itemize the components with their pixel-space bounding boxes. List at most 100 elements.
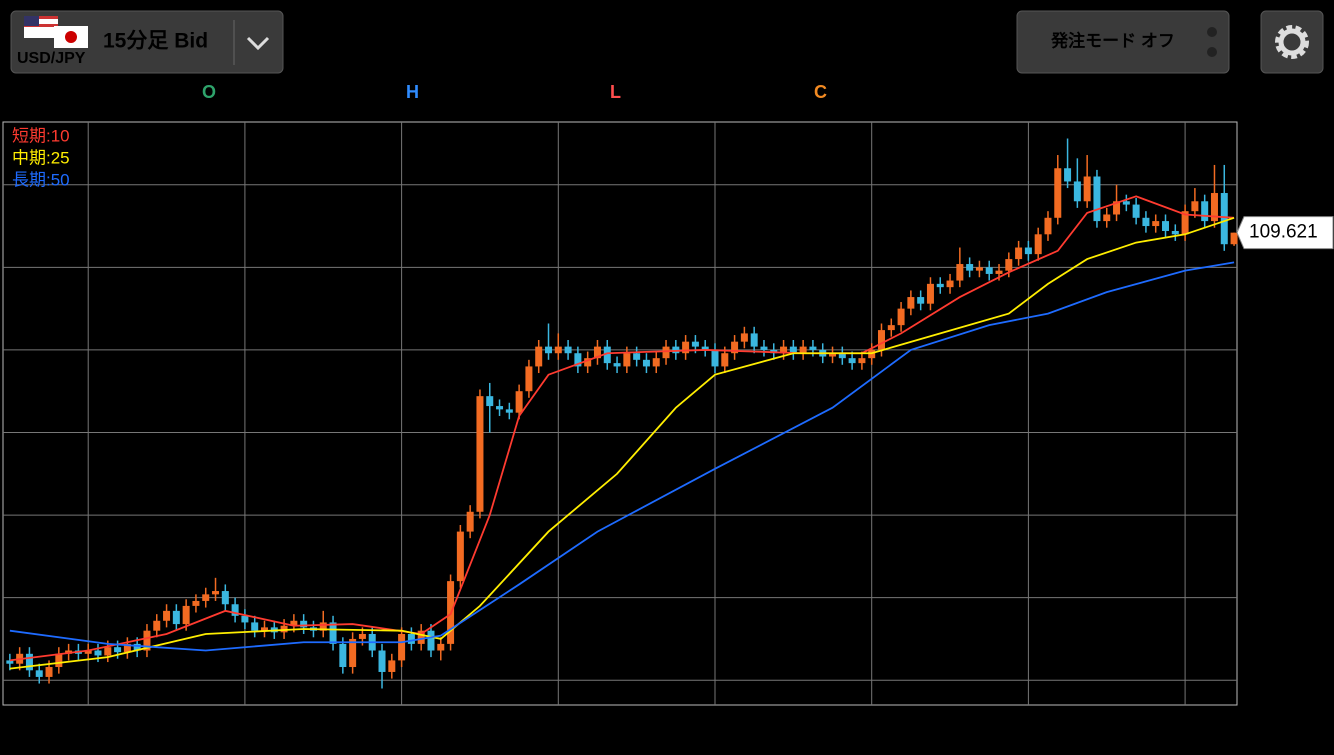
candle-body [260, 627, 268, 631]
candle-body [1064, 168, 1072, 182]
candle-body [809, 346, 817, 350]
candle-body [858, 358, 866, 364]
x-tick-label: 08:00 [378, 710, 426, 731]
candle-body [672, 346, 680, 354]
flag-stripe [24, 16, 58, 19]
y-tick-label: 109.650 [1248, 174, 1317, 195]
y-tick-label: 109.350 [1248, 669, 1317, 690]
candle-body [1162, 221, 1170, 232]
x-tick-label: 20:00 [848, 710, 896, 731]
candle-body [114, 647, 122, 653]
candle-body [55, 653, 63, 668]
candle-body [584, 358, 592, 367]
candle-body [623, 353, 631, 367]
candle-body [45, 667, 53, 677]
ohlc-c: 109.621 [831, 82, 896, 102]
ohlc-l: 109.613 [627, 82, 692, 102]
candle-body [535, 346, 543, 367]
candle-body [1113, 201, 1121, 215]
candle-body [280, 625, 288, 633]
flag-stripe [24, 24, 58, 27]
y-tick-label: 109.500 [1248, 422, 1317, 443]
candle-body [711, 349, 719, 367]
candle-body [133, 643, 141, 651]
candle-body [1073, 181, 1081, 202]
candle-body [496, 406, 504, 410]
candle-body [202, 594, 210, 601]
candle-body [398, 633, 406, 661]
candle-body [1171, 231, 1179, 235]
candle-body [603, 346, 611, 364]
date: 2019/12/27 [295, 18, 385, 38]
candle-body [780, 346, 788, 354]
flag-canton [24, 16, 39, 26]
candle-body [691, 341, 699, 347]
moving-average [9, 195, 1235, 662]
candle-body [1103, 214, 1111, 222]
price-tag-label: 109.621 [1249, 222, 1318, 243]
candle-body [701, 346, 709, 350]
candle-body [476, 396, 484, 512]
candle-body [613, 363, 621, 367]
x-tick-label: 08:00 [64, 710, 112, 731]
y-tick-label: 109.600 [1248, 256, 1317, 277]
candle-body [760, 346, 768, 350]
candle-body [329, 622, 337, 644]
ohlc-l-label: L [610, 82, 621, 102]
candle-body [564, 346, 572, 354]
candle-body [926, 283, 934, 304]
candle-body [1015, 247, 1023, 260]
candle-body [829, 353, 837, 357]
candle-body [731, 341, 739, 354]
price-tag [1236, 216, 1334, 250]
y-tick-label: 109.400 [1248, 587, 1317, 608]
indicator [1207, 47, 1217, 57]
candle-body [897, 308, 905, 326]
candle-body [35, 670, 43, 677]
ohlc-h: 109.621 [424, 82, 489, 102]
candle-body [1230, 232, 1238, 245]
candle-body [182, 605, 190, 625]
candle-body [437, 643, 445, 651]
candle-body [1191, 201, 1199, 212]
candle-body [877, 330, 885, 350]
candle-body [907, 297, 915, 309]
candle-body [1005, 259, 1013, 271]
candle-body [642, 359, 650, 367]
candle-body [1034, 234, 1042, 255]
moving-average [9, 261, 1235, 652]
flag-sun [65, 31, 77, 43]
legend-entry: 長期:50 [12, 170, 70, 189]
candle-body [682, 341, 690, 354]
ohlc-datetime: 19/12/27 05:15 [15, 82, 136, 102]
candle-body [231, 604, 239, 616]
settings-button[interactable] [1260, 10, 1324, 74]
candle-body [349, 638, 357, 668]
candle-body [163, 610, 171, 621]
candle-body [946, 280, 954, 288]
candle-body [1220, 193, 1228, 245]
ohlc-h-label: H [406, 82, 419, 102]
candle-body [740, 333, 748, 342]
ohlc-o-label: O [202, 82, 216, 102]
interval: (更新間隔：1秒) [293, 45, 401, 62]
candle-body [25, 653, 33, 671]
candle-body [6, 660, 14, 664]
candle-body [975, 267, 983, 271]
order-mode-button[interactable] [1016, 10, 1230, 74]
candle-body [123, 643, 131, 653]
y-tick-label: 109.550 [1248, 339, 1317, 360]
candle-body [956, 264, 964, 281]
dropdown-arrow[interactable] [246, 36, 270, 51]
candle-body [505, 409, 513, 413]
candle-body [251, 622, 259, 631]
candle-body [1122, 201, 1130, 205]
candle-body [221, 591, 229, 605]
candle-body [172, 610, 180, 625]
moving-average [9, 216, 1235, 670]
candle-body [427, 630, 435, 651]
candle-body [515, 391, 523, 413]
